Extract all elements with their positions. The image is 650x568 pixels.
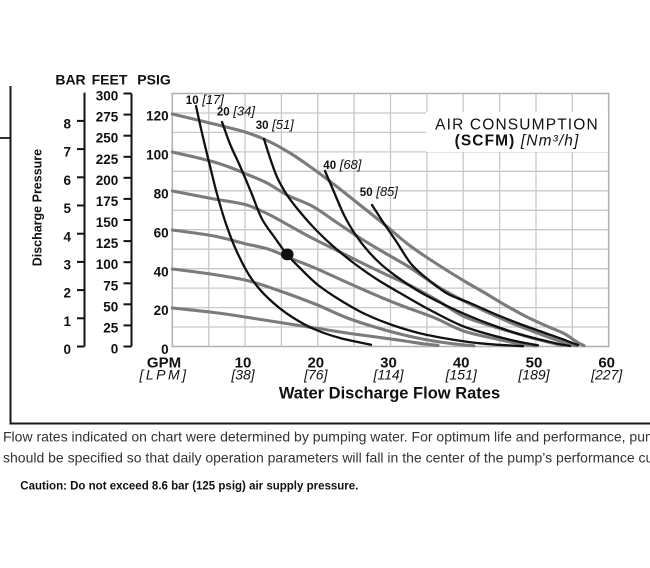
svg-text:2: 2 <box>63 286 71 301</box>
svg-text:[227]: [227] <box>590 367 623 383</box>
svg-text:5: 5 <box>63 201 71 216</box>
svg-text:PSIG: PSIG <box>137 72 171 88</box>
svg-text:175: 175 <box>96 194 119 209</box>
svg-text:7: 7 <box>63 145 71 160</box>
svg-text:125: 125 <box>96 236 119 251</box>
svg-text:[151]: [151] <box>445 367 478 383</box>
svg-text:8: 8 <box>63 117 71 132</box>
svg-text:10: 10 <box>235 354 252 371</box>
svg-text:200: 200 <box>96 173 119 188</box>
svg-text:150: 150 <box>96 215 119 230</box>
svg-text:[38]: [38] <box>230 367 255 383</box>
svg-text:should be specified so that da: should be specified so that daily operat… <box>3 450 650 466</box>
svg-text:225: 225 <box>96 152 119 167</box>
svg-text:BAR: BAR <box>55 72 85 88</box>
svg-text:Caution: Do not exceed 8.6 bar: Caution: Do not exceed 8.6 bar (125 psig… <box>20 481 358 493</box>
svg-text:250: 250 <box>96 131 119 146</box>
svg-text:30: 30 <box>380 354 397 371</box>
svg-text:100: 100 <box>146 148 169 163</box>
svg-text:0: 0 <box>111 342 119 357</box>
svg-text:300: 300 <box>96 89 119 104</box>
svg-text:20: 20 <box>307 354 324 371</box>
svg-text:40: 40 <box>453 354 470 371</box>
svg-text:0: 0 <box>63 342 71 357</box>
svg-text:100: 100 <box>96 257 119 272</box>
svg-text:10 [17]: 10 [17] <box>186 92 224 107</box>
svg-text:[114]: [114] <box>372 367 404 383</box>
svg-text:GPM: GPM <box>147 354 181 371</box>
svg-text:50: 50 <box>103 299 118 314</box>
svg-text:[189]: [189] <box>517 367 550 383</box>
svg-text:120: 120 <box>146 109 169 124</box>
svg-text:80: 80 <box>154 186 169 201</box>
svg-text:40 [68]: 40 [68] <box>323 157 361 172</box>
svg-text:(SCFM) [Nm³/h]: (SCFM) [Nm³/h] <box>455 133 580 150</box>
svg-text:20: 20 <box>154 303 169 318</box>
svg-text:60: 60 <box>598 354 615 371</box>
svg-text:6: 6 <box>63 173 71 188</box>
svg-text:4: 4 <box>63 229 71 244</box>
svg-text:Flow rates indicated on chart: Flow rates indicated on chart were deter… <box>3 429 650 445</box>
svg-text:20 [34]: 20 [34] <box>217 104 255 119</box>
svg-text:1: 1 <box>63 314 71 329</box>
svg-text:[LPM]: [LPM] <box>138 367 188 383</box>
svg-text:FEET: FEET <box>92 72 128 88</box>
svg-text:3: 3 <box>63 258 71 273</box>
svg-text:Water Discharge Flow Rates: Water Discharge Flow Rates <box>279 384 500 402</box>
svg-text:[76]: [76] <box>303 367 328 383</box>
svg-text:275: 275 <box>96 110 119 125</box>
svg-text:60: 60 <box>154 225 169 240</box>
svg-text:50: 50 <box>526 354 543 371</box>
svg-text:50 [85]: 50 [85] <box>360 184 398 199</box>
svg-text:30 [51]: 30 [51] <box>256 117 294 132</box>
svg-text:75: 75 <box>103 278 119 293</box>
svg-text:Discharge Pressure: Discharge Pressure <box>31 149 45 266</box>
svg-text:AIR CONSUMPTION: AIR CONSUMPTION <box>435 116 599 133</box>
svg-text:0: 0 <box>161 342 169 357</box>
svg-text:25: 25 <box>103 320 119 335</box>
svg-text:40: 40 <box>154 264 169 279</box>
